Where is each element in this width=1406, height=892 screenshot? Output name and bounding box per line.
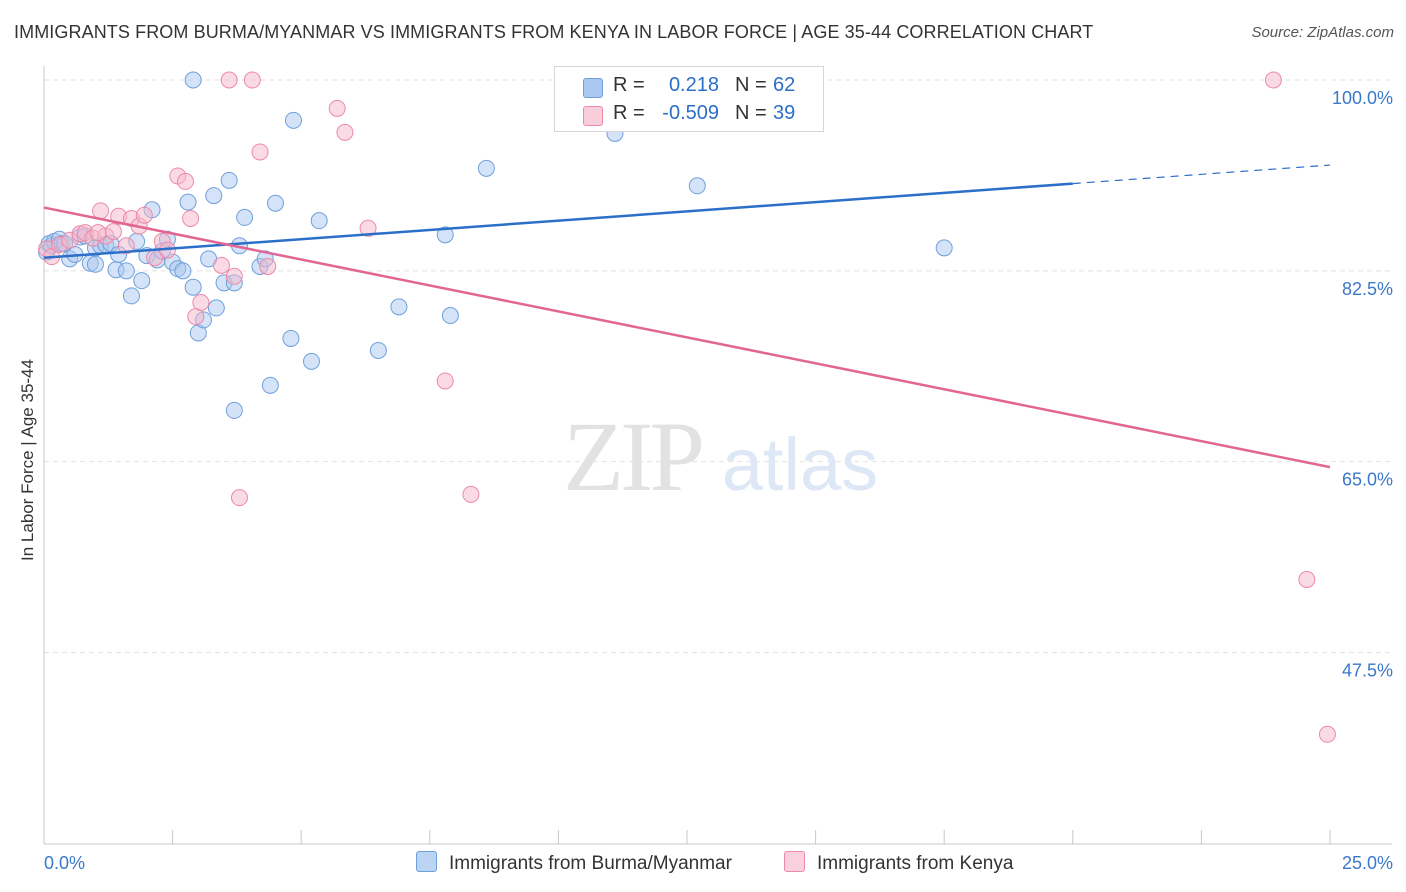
kenya-point [436, 372, 454, 390]
burma-point [441, 307, 459, 325]
y-tick-label: 65.0% [1342, 470, 1393, 490]
burma-trend-extension [1072, 164, 1331, 185]
r-value-kenya: -0.509 [662, 102, 719, 124]
blue-legend-swatch [416, 851, 437, 872]
burma-point [310, 212, 328, 230]
burma-point [369, 341, 387, 359]
burma-point [133, 272, 151, 290]
watermark-zip: ZIP [563, 401, 701, 512]
burma-point [220, 171, 238, 189]
n-label: N = [735, 102, 767, 124]
y-tick-label: 100.0% [1332, 88, 1393, 108]
correlation-legend: R = 0.218 N = 62 R = -0.509 N = 39 [554, 66, 824, 132]
burma-point [117, 262, 135, 280]
x-tick-label-min: 0.0% [44, 853, 85, 873]
bottom-legend-burma[interactable]: Immigrants from Burma/Myanmar [416, 851, 732, 875]
n-value-kenya: 39 [773, 102, 796, 124]
bottom-legend-kenya[interactable]: Immigrants from Kenya [784, 851, 1013, 875]
watermark-atlas: atlas [722, 423, 878, 506]
burma-point [282, 329, 300, 347]
n-label: N = [735, 74, 767, 96]
pink-legend-swatch [784, 851, 805, 872]
burma-point [688, 177, 706, 195]
kenya-point [89, 224, 107, 242]
kenya-point [1318, 725, 1336, 743]
burma-point [184, 278, 202, 296]
tick-labels: 100.0% 82.5% 65.0% 47.5% 0.0% 25.0% [44, 88, 1393, 873]
pink-swatch [583, 106, 603, 126]
blue-swatch [583, 78, 603, 98]
legend-row-burma: R = 0.218 N = 62 [555, 72, 823, 100]
kenya-point [336, 123, 354, 141]
burma-point [477, 159, 495, 177]
kenya-point [117, 237, 135, 255]
legend-row-kenya: R = -0.509 N = 39 [555, 100, 823, 128]
kenya-point [251, 143, 269, 161]
y-axis-label: In Labor Force | Age 35-44 [18, 359, 37, 561]
kenya-point [92, 202, 110, 220]
burma-point [266, 194, 284, 212]
burma-point [284, 111, 302, 129]
n-value-burma: 62 [773, 74, 796, 96]
kenya-point [176, 172, 194, 190]
gridlines [44, 79, 1392, 653]
r-value-burma: 0.218 [668, 74, 719, 96]
kenya-point [182, 209, 200, 227]
burma-point [225, 401, 243, 419]
y-tick-label: 82.5% [1342, 279, 1393, 299]
kenya-point [462, 485, 480, 503]
burma-point [236, 208, 254, 226]
burma-point [122, 287, 140, 305]
kenya-point [359, 219, 377, 237]
kenya-point [135, 206, 153, 224]
kenya-point [187, 308, 205, 326]
source-credit: Source: ZipAtlas.com [1251, 24, 1394, 41]
r-label: R = [613, 102, 645, 124]
axes [43, 66, 1392, 845]
burma-point [86, 255, 104, 273]
trend-lines [43, 164, 1331, 469]
kenya-point [230, 489, 248, 507]
burma-point [205, 187, 223, 205]
kenya-point [328, 99, 346, 117]
kenya-point [225, 267, 243, 285]
burma-point [302, 352, 320, 370]
burma-point [179, 193, 197, 211]
burma-point [184, 71, 202, 89]
burma-point [261, 376, 279, 394]
burma-trend-line [43, 182, 1073, 259]
kenya-point [1298, 570, 1316, 588]
kenya-point [220, 71, 238, 89]
kenya-point [192, 293, 210, 311]
kenya-point [104, 223, 122, 241]
x-tick-label-max: 25.0% [1342, 853, 1393, 873]
kenya-trend-line [43, 206, 1331, 469]
burma-point [390, 298, 408, 316]
bottom-legend-burma-label: Immigrants from Burma/Myanmar [449, 853, 732, 874]
chart-title: IMMIGRANTS FROM BURMA/MYANMAR VS IMMIGRA… [14, 22, 1094, 42]
r-label: R = [613, 74, 645, 96]
kenya-point [212, 256, 230, 274]
kenya-point [259, 257, 277, 275]
burma-point [436, 226, 454, 244]
burma-point [174, 262, 192, 280]
bottom-legend-kenya-label: Immigrants from Kenya [817, 853, 1014, 874]
burma-point [207, 299, 225, 317]
y-tick-label: 47.5% [1342, 661, 1393, 681]
burma-point [935, 239, 953, 257]
kenya-point [243, 71, 261, 89]
kenya-point [1264, 71, 1282, 89]
watermark: ZIP atlas [563, 401, 878, 512]
